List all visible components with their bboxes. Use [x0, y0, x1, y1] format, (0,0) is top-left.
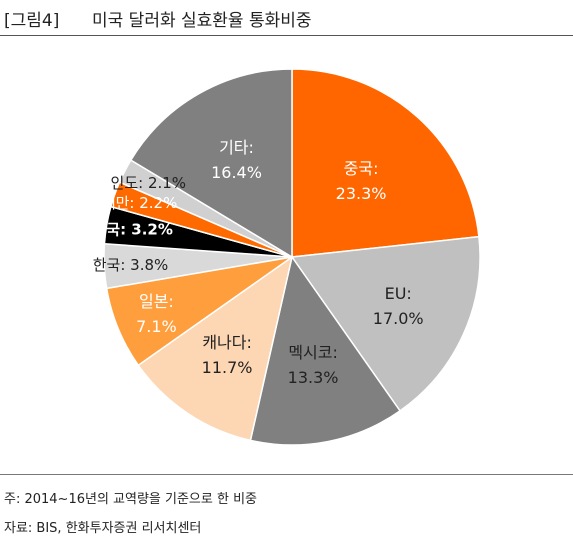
pie-slice-2	[290, 235, 481, 412]
data-label-3: 멕시코: 13.3%	[288, 343, 339, 387]
footer-divider	[0, 474, 573, 475]
data-label-8: 대만: 2.2%	[102, 194, 178, 212]
data-label-5: 일본: 7.1%	[136, 292, 177, 336]
figure-label: [그림4]	[4, 11, 60, 31]
data-label-9: 인도: 2.1%	[111, 174, 187, 192]
pie-slice-1	[291, 68, 480, 258]
pie-slice-4	[137, 255, 294, 442]
header-divider	[0, 35, 573, 36]
source-note: 자료: BIS, 한화투자증권 리서치센터	[4, 521, 202, 536]
pie-chart: 중국: 23.3% EU: 17.0% 멕시코: 13.3% 캐나다: 11.7% 일본: 7.1…	[92, 68, 481, 446]
figure-header: [그림4] 미국 달러화 실효환율 통화비중	[0, 0, 573, 36]
data-label-10: 기타: 16.4%	[211, 138, 262, 182]
data-label-6: 한국: 3.8%	[93, 256, 169, 274]
footnote: 주: 2014~16년의 교역량을 기준으로 한 비중	[4, 492, 258, 507]
data-label-7: 영국: 3.2%	[92, 221, 172, 239]
pie-slice-3	[249, 255, 402, 446]
pie-slice-10	[129, 68, 293, 259]
figure-title: 미국 달러화 실효환율 통화비중	[92, 11, 312, 31]
data-label-2: EU: 17.0%	[373, 284, 424, 328]
data-label-1: 중국: 23.3%	[336, 159, 387, 203]
data-label-4: 캐나다: 11.7%	[202, 333, 253, 377]
